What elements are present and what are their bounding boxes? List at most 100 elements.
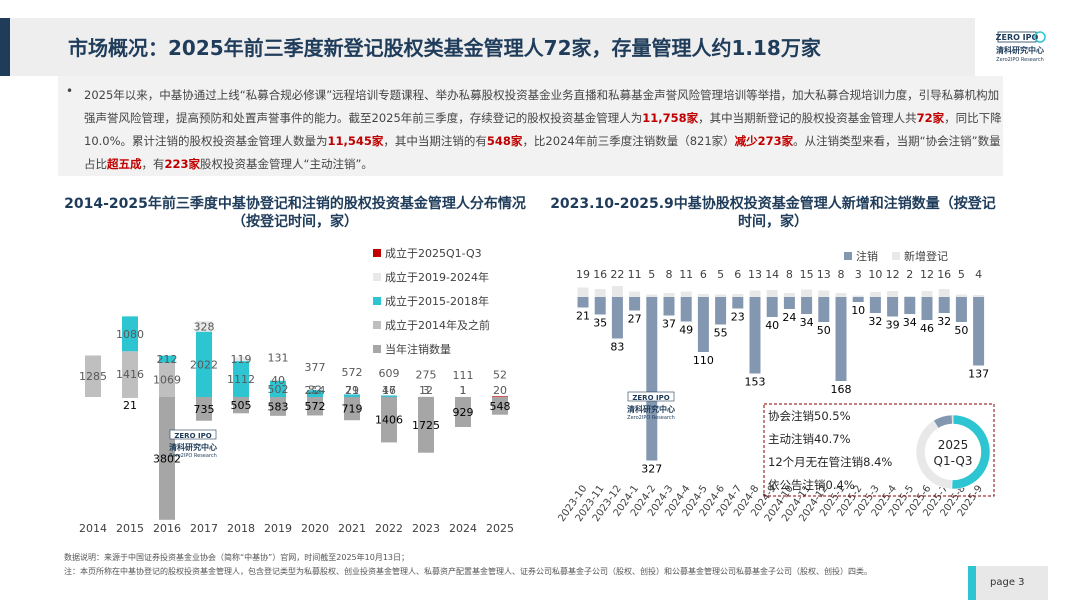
right-cancel-label: 32 xyxy=(937,315,951,328)
left-bar-成立于2015-2018年 xyxy=(122,316,138,352)
left-x-tick: 2023 xyxy=(412,522,440,535)
right-cancel-label: 35 xyxy=(593,317,607,330)
left-bar-cancel-label: 548 xyxy=(490,400,511,413)
summary-text-segment: ，比2024年前三季度注销数量（821家） xyxy=(522,134,735,148)
right-bar-cancel xyxy=(732,297,744,309)
right-bar-add xyxy=(680,291,692,297)
pie-slice xyxy=(951,414,954,425)
right-bar-cancel xyxy=(835,297,847,381)
right-add-label: 11 xyxy=(628,268,642,281)
right-bar-cancel xyxy=(680,297,692,322)
left-bar-cancel-label: 1725 xyxy=(412,419,440,432)
right-bar-cancel xyxy=(852,297,864,302)
summary-bullet: • xyxy=(66,84,74,98)
pie-legend-label: 协会注销50.5% xyxy=(768,409,851,423)
left-bar-cancel xyxy=(159,397,175,520)
right-bar-cancel xyxy=(801,297,813,314)
right-add-label: 5 xyxy=(717,268,724,281)
right-bar-cancel xyxy=(938,297,950,313)
left-chart-title: 2014-2025年前三季度中基协登记和注销的股权投资基金管理人分布情况（按登记… xyxy=(64,196,526,230)
right-bar-cancel xyxy=(904,297,916,314)
left-bar-成立于2014年及之前 xyxy=(159,362,175,397)
left-bar-cancel xyxy=(307,397,323,416)
left-x-tick: 2024 xyxy=(449,522,477,535)
summary-highlight: 72家 xyxy=(916,111,945,125)
right-cancel-label: 34 xyxy=(800,316,814,329)
right-bar-add xyxy=(766,290,778,297)
right-bar-add xyxy=(629,291,641,297)
left-bar-成立于2019-2024年 xyxy=(344,393,360,395)
left-bar-cancel-label: 929 xyxy=(453,406,474,419)
header-background xyxy=(10,18,975,76)
left-top-label: 572 xyxy=(342,366,363,379)
right-bar-cancel xyxy=(749,297,761,374)
right-bar-add xyxy=(697,294,709,297)
left-bar-label: 1416 xyxy=(116,368,144,381)
right-bar-add xyxy=(611,286,623,297)
right-add-label: 10 xyxy=(868,268,882,281)
left-top-label: 275 xyxy=(416,369,437,382)
watermark-cn-text: 清科研究中心 xyxy=(627,404,675,414)
right-cancel-label: 24 xyxy=(782,311,796,324)
pie-center-line: Q1-Q3 xyxy=(934,454,973,468)
left-bar-成立于2015-2018年 xyxy=(196,331,212,397)
right-bar-cancel xyxy=(697,297,709,352)
right-cancel-label: 137 xyxy=(968,368,989,381)
left-top-label: 609 xyxy=(379,367,400,380)
right-add-label: 8 xyxy=(786,268,793,281)
right-cancel-label: 27 xyxy=(628,313,642,326)
right-bar-add xyxy=(646,294,658,297)
left-bar-label: 47 xyxy=(382,384,396,397)
left-x-tick: 2015 xyxy=(116,522,144,535)
right-bar-cancel xyxy=(611,297,623,339)
left-bar-成立于2014年及之前 xyxy=(122,351,138,397)
right-add-label: 14 xyxy=(765,268,779,281)
left-bar-label: 79 xyxy=(345,384,359,397)
right-chart: 注销 新增登记19212023-1016352023-1122832023-121… xyxy=(556,249,995,524)
pie-slice xyxy=(951,414,991,490)
left-top-label: 111 xyxy=(453,369,474,382)
left-bar-label: 214 xyxy=(305,384,326,397)
right-legend-swatch-cancel xyxy=(844,252,852,260)
left-bar-cancel-label: 719 xyxy=(342,403,363,416)
right-add-label: 6 xyxy=(700,268,707,281)
right-cancel-label: 40 xyxy=(765,319,779,332)
summary-paragraph: 2025年以来，中基协通过上线“私募合规必修课”远程培训专题课程、举办私募股权投… xyxy=(84,84,1004,176)
left-bar-cancel-label: 3802 xyxy=(153,452,181,465)
page-tab-accent xyxy=(968,566,976,600)
left-bar-label: 1285 xyxy=(79,370,107,383)
right-bar-cancel xyxy=(783,297,795,309)
left-x-tick: 2014 xyxy=(79,522,107,535)
left-bar-cancel xyxy=(455,397,471,428)
left-bar-cancel xyxy=(196,397,212,421)
watermark-en-text: Zero2IPO Research xyxy=(627,415,675,421)
right-add-label: 16 xyxy=(937,268,951,281)
right-cancel-label: 10 xyxy=(851,304,865,317)
right-cancel-label: 21 xyxy=(576,310,590,323)
right-add-label: 2 xyxy=(906,268,913,281)
left-bar-cancel-label: 1406 xyxy=(375,414,403,427)
right-bar-add xyxy=(715,294,727,297)
right-cancel-label: 153 xyxy=(745,376,766,389)
left-bar-成立于2015-2018年 xyxy=(381,395,397,397)
summary-highlight: 减少273家 xyxy=(734,134,794,148)
watermark-box xyxy=(169,429,217,440)
left-x-tick: 2018 xyxy=(227,522,255,535)
right-bar-add xyxy=(852,295,864,297)
right-cancel-label: 34 xyxy=(903,316,917,329)
watermark-top-text: ZERO IPO xyxy=(174,432,211,440)
left-legend-swatch xyxy=(373,345,381,353)
right-add-label: 11 xyxy=(679,268,693,281)
footnote-source: 数据说明：来源于中国证券投资基金业协会（简称“中基协”）官网，时间截至2025年… xyxy=(64,553,410,562)
right-bar-cancel xyxy=(715,297,727,325)
right-bar-add xyxy=(783,293,795,297)
right-bar-cancel xyxy=(887,297,899,317)
left-bar-成立于2019-2024年 xyxy=(270,379,286,381)
right-bar-add xyxy=(887,291,899,297)
left-bar-label: 2022 xyxy=(190,358,218,371)
right-bar-cancel xyxy=(766,297,778,317)
right-bar-cancel xyxy=(955,297,967,322)
left-bar-cancel-label: 572 xyxy=(305,400,326,413)
